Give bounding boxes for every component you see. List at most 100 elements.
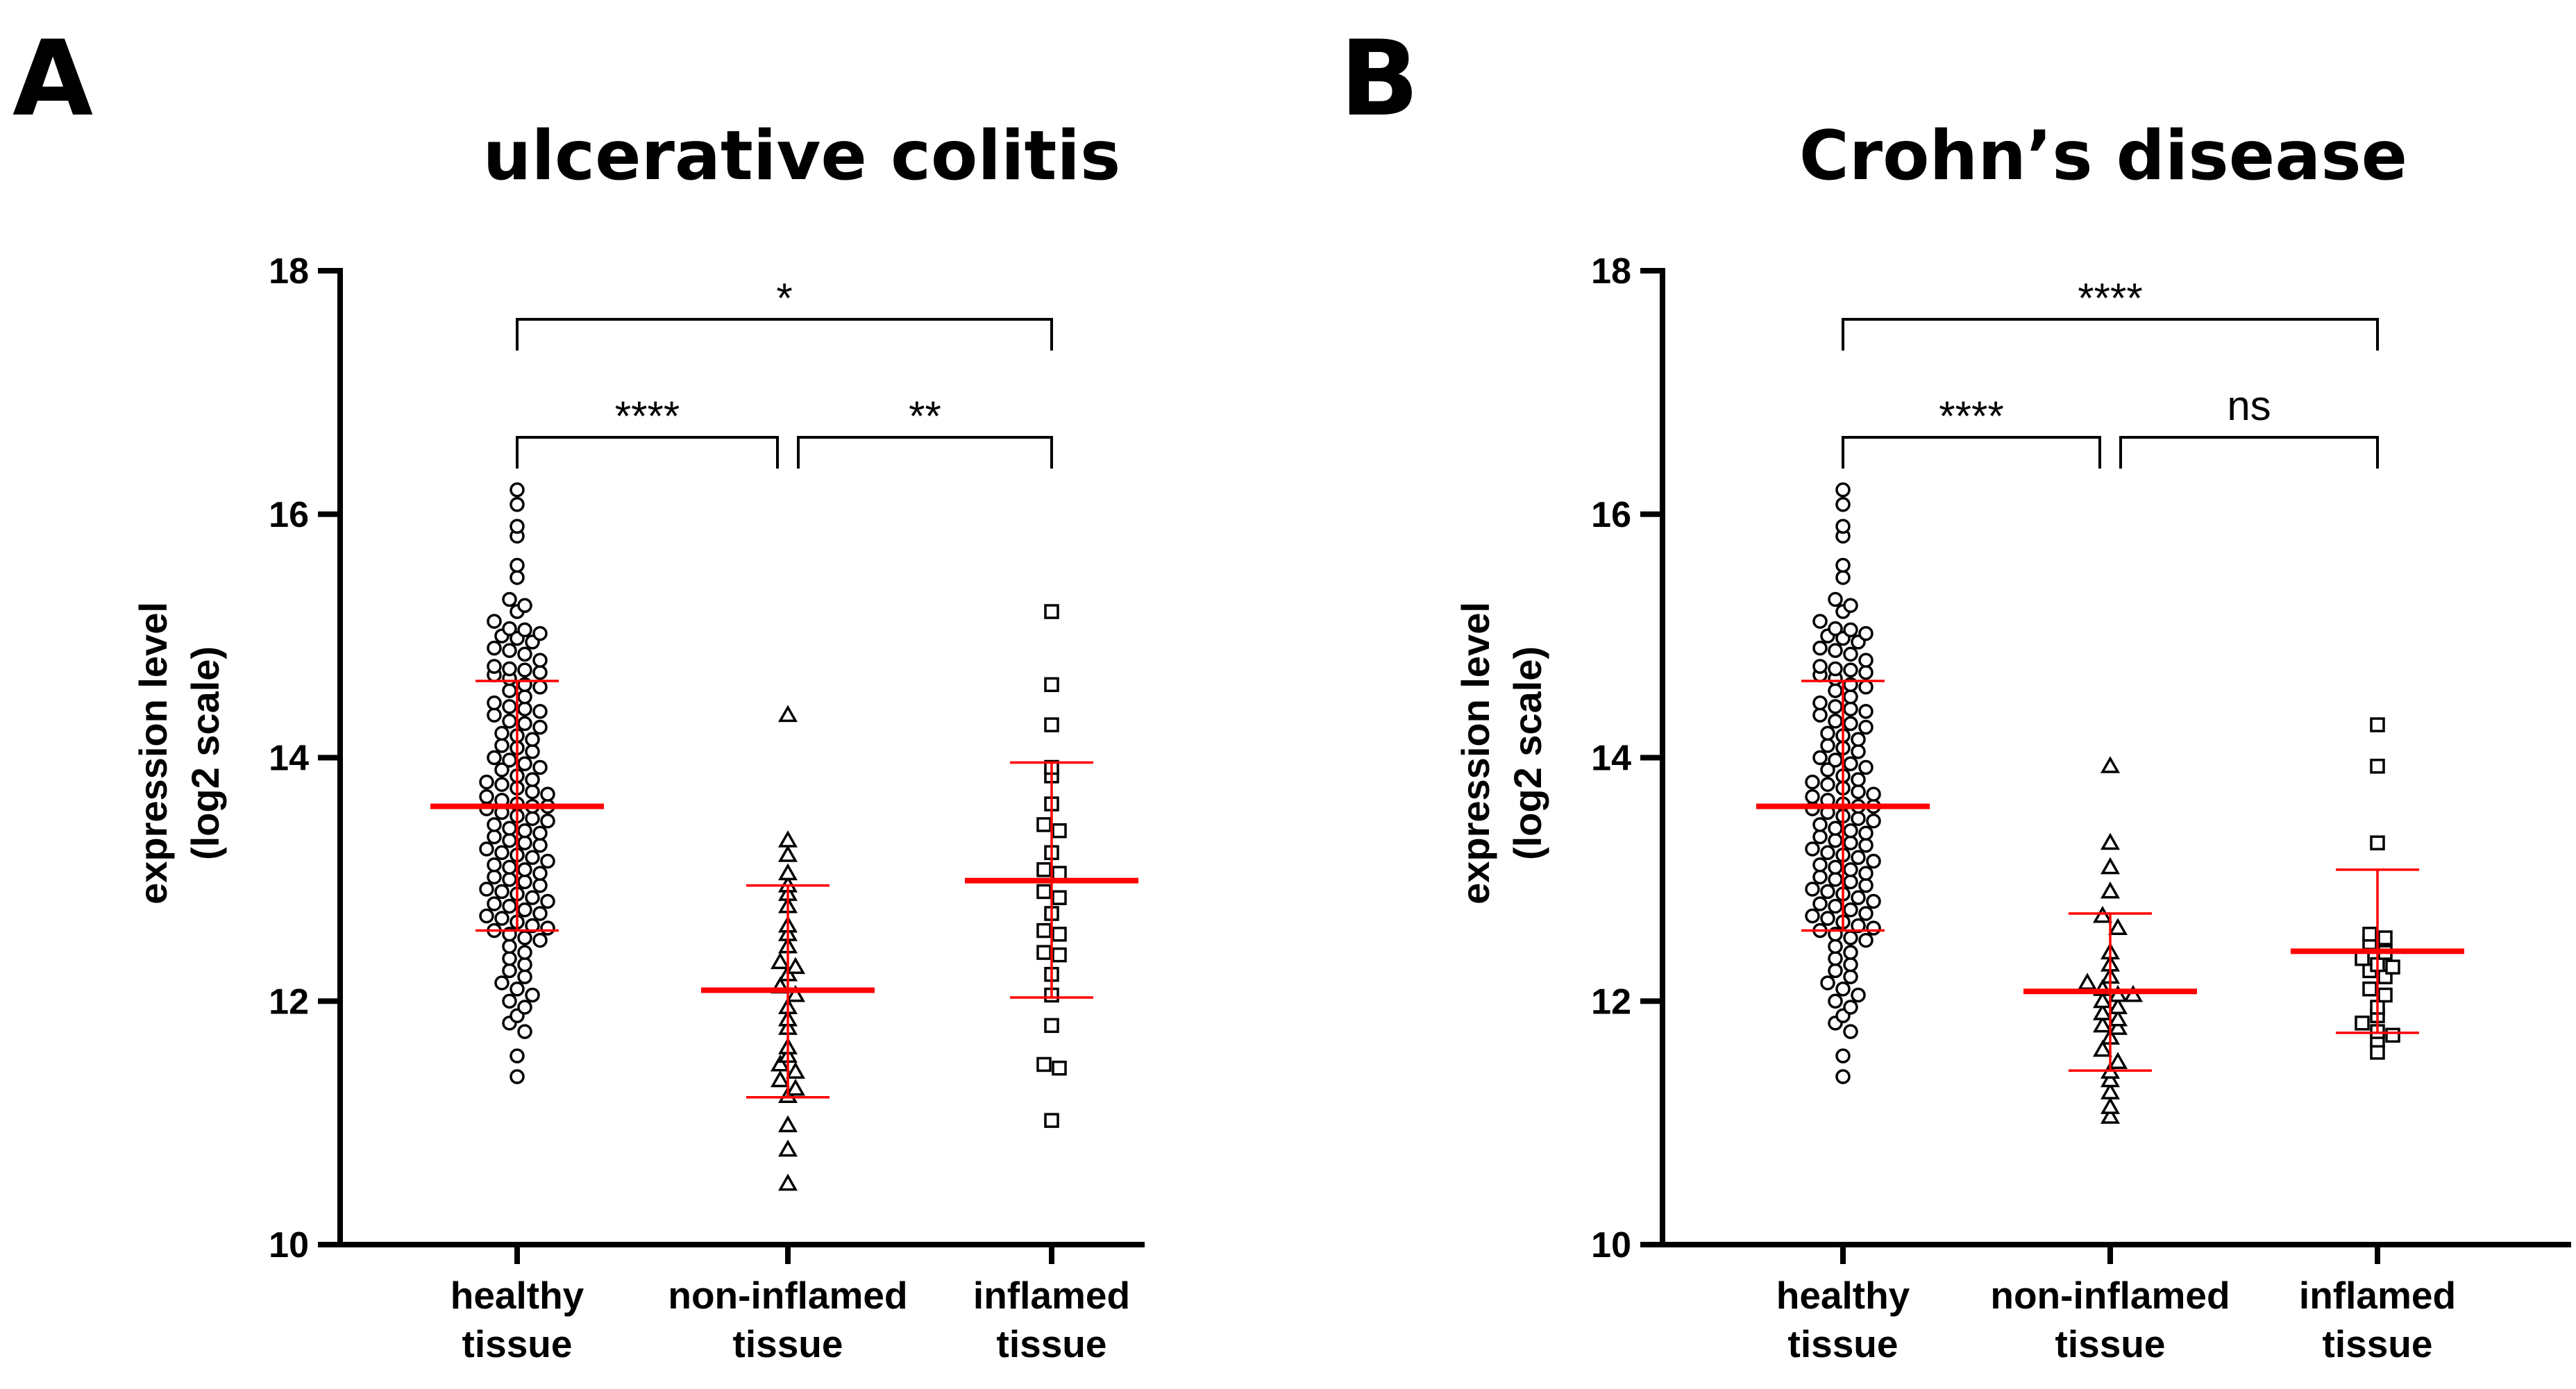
data-point-circle — [517, 823, 532, 839]
data-point-circle — [510, 482, 525, 498]
data-point-circle — [479, 789, 494, 805]
data-point-circle — [510, 557, 525, 573]
data-point-triangle — [2107, 918, 2128, 936]
y-ticks: 10 12 14 16 18 — [1591, 251, 1665, 1265]
y-axis-title-line-1: expression level — [131, 602, 175, 904]
data-point-circle — [1843, 835, 1858, 851]
data-point-circle — [1812, 695, 1828, 711]
significance-bracket — [2119, 436, 2379, 469]
panel-crohns-disease: B Crohn’s disease expression level (log2… — [1340, 19, 2571, 1365]
y-tick-label: 18 — [269, 251, 309, 292]
data-point-circle — [1820, 762, 1835, 777]
data-point-circle — [1828, 591, 1843, 607]
data-point-circle — [1820, 777, 1835, 792]
data-point-circle — [517, 930, 532, 945]
data-points — [1805, 482, 2400, 1124]
data-point-circle — [1843, 930, 1858, 945]
data-point-circle — [487, 896, 502, 911]
x-category-labels: healthy tissue non-inflamed tissue inflamed t… — [451, 1242, 1130, 1365]
data-point-square — [2355, 951, 2370, 966]
data-point-circle — [502, 661, 517, 677]
data-point-square — [2377, 987, 2393, 1003]
data-point-square — [1036, 884, 1052, 900]
y-tick-label: 14 — [269, 739, 309, 779]
data-point-triangle — [785, 1061, 806, 1079]
data-point-circle — [1851, 890, 1866, 905]
data-point-triangle — [777, 1139, 798, 1157]
data-point-circle — [525, 987, 540, 1003]
data-point-triangle — [777, 1115, 798, 1133]
data-point-circle — [525, 784, 540, 800]
data-point-circle — [1866, 813, 1881, 829]
significance-bracket — [1842, 436, 2101, 469]
data-point-triangle — [2092, 1003, 2113, 1020]
data-point-circle — [1828, 699, 1843, 714]
data-point-circle — [525, 772, 540, 787]
data-point-circle — [517, 701, 532, 717]
data-point-circle — [1835, 519, 1851, 534]
y-axis-title-line-2: (log2 scale) — [183, 646, 227, 860]
data-point-triangle — [2100, 756, 2121, 773]
data-point-circle — [479, 908, 494, 924]
data-point-circle — [1805, 841, 1820, 857]
data-point-circle — [517, 662, 532, 677]
data-point-triangle — [770, 1054, 791, 1072]
mean-sd-bars — [1756, 680, 2464, 1072]
data-point-circle — [1828, 963, 1843, 979]
y-tick-label: 12 — [269, 982, 309, 1022]
mean-sd-bars — [430, 680, 1138, 1099]
data-point-circle — [1843, 646, 1858, 662]
x-category-label: non-inflamed — [668, 1274, 907, 1317]
data-point-square — [1036, 862, 1052, 877]
data-point-square — [2370, 835, 2385, 851]
data-point-circle — [517, 689, 532, 705]
data-point-circle — [1858, 680, 1874, 695]
data-point-circle — [1858, 719, 1874, 735]
data-point-circle — [532, 866, 548, 881]
data-point-circle — [1828, 859, 1843, 875]
y-tick-label: 16 — [269, 495, 309, 535]
x-category-label: non-inflamed — [1990, 1274, 2230, 1317]
data-point-circle — [487, 614, 502, 629]
data-point-square — [2370, 1045, 2385, 1060]
data-point-circle — [1843, 862, 1858, 877]
y-tick-label: 16 — [1591, 495, 1631, 535]
data-point-triangle — [2107, 1018, 2128, 1035]
data-point-triangle — [2100, 857, 2121, 875]
data-point-circle — [525, 743, 540, 759]
significance-label: ns — [2227, 382, 2271, 429]
x-category-label: tissue — [2055, 1322, 2166, 1365]
data-point-circle — [1851, 772, 1866, 787]
data-point-triangle — [2107, 1052, 2128, 1069]
data-point-circle — [1828, 621, 1843, 637]
data-point-circle — [540, 853, 555, 869]
data-point-circle — [494, 762, 510, 777]
data-point-triangle — [2092, 1015, 2113, 1033]
data-point-circle — [1858, 906, 1874, 921]
data-point-circle — [502, 859, 517, 875]
data-point-circle — [532, 825, 548, 841]
data-point-circle — [1858, 838, 1874, 853]
y-tick-label: 10 — [1591, 1225, 1631, 1265]
x-category-label: tissue — [462, 1322, 573, 1365]
data-point-circle — [502, 591, 517, 607]
x-category-label: healthy — [1776, 1274, 1910, 1317]
data-point-triangle — [2077, 973, 2098, 990]
data-point-circle — [517, 756, 532, 772]
data-point-circle — [540, 786, 555, 802]
chart-title: Crohn’s disease — [1799, 117, 2407, 196]
data-point-circle — [1843, 957, 1858, 973]
data-point-circle — [540, 893, 555, 909]
data-point-triangle — [777, 845, 798, 862]
data-point-circle — [494, 777, 510, 792]
y-axis-title: expression level (log2 scale) — [1454, 602, 1549, 904]
data-point-circle — [1858, 625, 1874, 641]
data-point-circle — [502, 621, 517, 637]
data-point-circle — [1805, 882, 1820, 897]
data-point-circle — [1828, 872, 1843, 887]
x-category-label: tissue — [997, 1322, 1107, 1365]
data-point-triangle — [2100, 881, 2121, 899]
y-tick-label: 10 — [269, 1225, 309, 1265]
data-point-circle — [1812, 857, 1828, 873]
data-point-circle — [510, 570, 525, 585]
